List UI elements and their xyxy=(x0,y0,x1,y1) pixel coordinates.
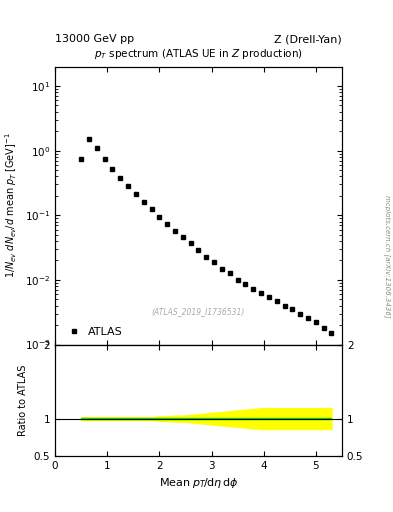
Text: Z (Drell-Yan): Z (Drell-Yan) xyxy=(274,34,342,45)
Text: mcplots.cern.ch [arXiv:1306.3436]: mcplots.cern.ch [arXiv:1306.3436] xyxy=(384,195,391,317)
Text: $p_T$ spectrum (ATLAS UE in $Z$ production): $p_T$ spectrum (ATLAS UE in $Z$ producti… xyxy=(94,47,303,61)
X-axis label: Mean $p_T\!/\mathrm{d}\eta\,\mathrm{d}\phi$: Mean $p_T\!/\mathrm{d}\eta\,\mathrm{d}\p… xyxy=(158,476,239,490)
Y-axis label: $1/N_{ev}\;dN_{ev}/d$ mean $p_T\;[\mathrm{GeV}]^{-1}$: $1/N_{ev}\;dN_{ev}/d$ mean $p_T\;[\mathr… xyxy=(4,133,19,279)
Y-axis label: Ratio to ATLAS: Ratio to ATLAS xyxy=(18,365,28,436)
Legend: ATLAS: ATLAS xyxy=(61,325,125,339)
Text: 13000 GeV pp: 13000 GeV pp xyxy=(55,34,134,45)
Text: (ATLAS_2019_I1736531): (ATLAS_2019_I1736531) xyxy=(152,307,245,316)
